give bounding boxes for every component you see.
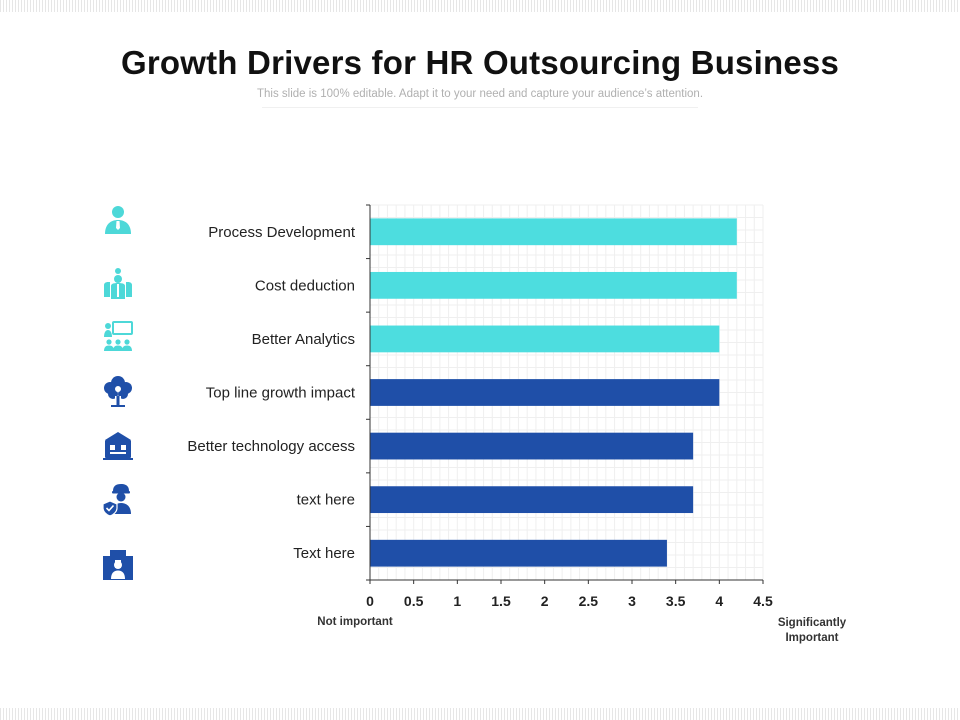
bar-5 <box>370 486 694 514</box>
x-tick-label: 0.5 <box>404 593 424 609</box>
axis-note-right: Significantly Important <box>777 617 847 644</box>
x-tick-label: 0 <box>366 593 374 609</box>
growth-tree-icon <box>101 374 135 408</box>
category-label: Process Development <box>208 224 356 241</box>
bar-4 <box>370 432 694 460</box>
category-label: Top line growth impact <box>206 385 356 402</box>
top-stripe <box>0 0 960 12</box>
bar-0 <box>370 218 737 246</box>
x-tick-label: 2.5 <box>579 593 599 609</box>
x-tick-label: 1.5 <box>491 593 511 609</box>
x-tick-label: 4.5 <box>753 593 773 609</box>
bar-6 <box>370 539 667 567</box>
subtitle-divider <box>262 107 698 108</box>
bar-1 <box>370 271 737 299</box>
axis-note-left: Not important <box>317 616 393 628</box>
bottom-stripe <box>0 708 960 720</box>
x-tick-label: 1 <box>453 593 461 609</box>
x-tick-label: 2 <box>541 593 549 609</box>
worker-shield-icon <box>101 482 135 516</box>
category-label: Text here <box>293 545 355 562</box>
x-tick-label: 4 <box>715 593 723 609</box>
puzzle-person-icon <box>101 548 135 582</box>
team-leader-icon <box>101 266 135 300</box>
slide-title: Growth Drivers for HR Outsourcing Busine… <box>120 44 839 81</box>
bar-3 <box>370 379 720 406</box>
category-label: Better Analytics <box>252 331 355 348</box>
technology-building-icon <box>101 428 135 462</box>
category-label: text here <box>297 492 355 509</box>
category-label: Better technology access <box>187 438 355 455</box>
slide-subtitle: This slide is 100% editable. Adapt it to… <box>256 88 704 100</box>
x-tick-label: 3 <box>628 593 636 609</box>
presentation-audience-icon <box>101 320 135 354</box>
category-label: Cost deduction <box>255 277 355 294</box>
bar-2 <box>370 325 720 353</box>
x-tick-label: 3.5 <box>666 593 686 609</box>
businessman-icon <box>101 203 135 237</box>
